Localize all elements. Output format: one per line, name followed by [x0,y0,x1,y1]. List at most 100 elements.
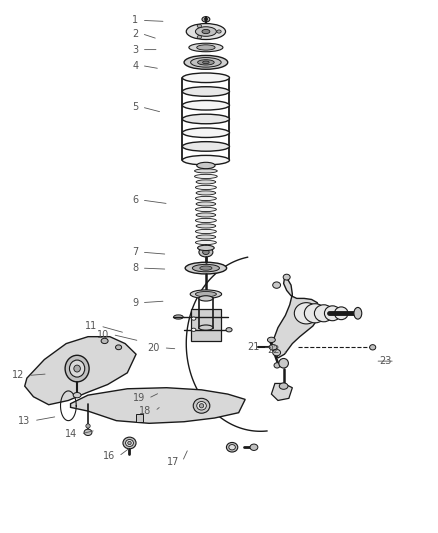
Ellipse shape [193,398,210,413]
Ellipse shape [182,128,230,138]
Ellipse shape [314,305,333,322]
Text: 7: 7 [132,247,138,257]
Ellipse shape [182,156,230,165]
Ellipse shape [184,55,228,69]
Ellipse shape [195,185,216,190]
Ellipse shape [123,437,136,449]
Ellipse shape [196,224,216,228]
Ellipse shape [195,196,216,200]
Polygon shape [71,387,245,423]
Ellipse shape [191,317,196,320]
Ellipse shape [279,383,288,389]
Ellipse shape [182,73,230,83]
Ellipse shape [128,441,131,445]
Ellipse shape [197,163,215,168]
Ellipse shape [191,328,196,332]
Ellipse shape [199,325,213,330]
Ellipse shape [101,338,108,344]
Ellipse shape [195,292,216,297]
Ellipse shape [73,392,81,398]
Ellipse shape [198,60,214,65]
Text: 19: 19 [133,393,145,403]
Ellipse shape [274,363,280,368]
Ellipse shape [199,247,213,257]
Ellipse shape [304,304,326,323]
Ellipse shape [196,213,216,217]
Ellipse shape [370,345,376,350]
Ellipse shape [197,401,206,410]
Text: 12: 12 [12,370,25,381]
Polygon shape [191,309,221,341]
Ellipse shape [195,207,216,212]
Ellipse shape [194,169,217,173]
Ellipse shape [189,43,223,52]
Text: 18: 18 [139,406,151,416]
Text: 9: 9 [132,297,138,308]
Ellipse shape [197,45,215,50]
Ellipse shape [354,308,362,319]
Ellipse shape [283,274,290,280]
Ellipse shape [199,296,213,301]
Ellipse shape [173,315,183,319]
Ellipse shape [182,142,230,151]
Ellipse shape [182,100,230,110]
Text: 4: 4 [132,61,138,70]
Text: 8: 8 [132,263,138,273]
Text: 2: 2 [132,29,138,39]
Ellipse shape [204,18,208,21]
Ellipse shape [335,307,348,320]
Ellipse shape [126,440,134,447]
Ellipse shape [185,262,226,274]
Ellipse shape [84,429,92,435]
Text: 17: 17 [166,457,179,466]
Ellipse shape [197,25,201,28]
Ellipse shape [182,87,230,96]
Ellipse shape [195,240,216,245]
Ellipse shape [196,191,216,195]
Ellipse shape [250,444,258,450]
Text: 1: 1 [132,15,138,26]
Ellipse shape [273,350,281,356]
Text: 6: 6 [132,195,138,205]
Ellipse shape [203,61,209,63]
Ellipse shape [116,345,122,350]
Text: 22: 22 [267,345,279,356]
Ellipse shape [325,306,341,321]
Ellipse shape [217,30,221,33]
Polygon shape [25,337,136,405]
Ellipse shape [192,264,219,272]
Ellipse shape [202,17,210,22]
Text: 20: 20 [148,343,160,353]
Ellipse shape [195,27,216,36]
Ellipse shape [226,328,232,332]
Text: 21: 21 [247,342,259,352]
Ellipse shape [190,290,222,298]
Ellipse shape [186,23,226,39]
Ellipse shape [268,337,276,343]
Text: 13: 13 [18,416,30,426]
Ellipse shape [196,235,216,239]
Ellipse shape [70,360,85,377]
Ellipse shape [198,245,214,251]
Ellipse shape [74,365,81,372]
Ellipse shape [199,403,204,408]
Ellipse shape [294,303,318,324]
Ellipse shape [196,180,216,184]
Text: 14: 14 [65,429,77,439]
Polygon shape [272,383,292,400]
Ellipse shape [229,445,235,450]
Ellipse shape [203,250,209,255]
Ellipse shape [182,114,230,124]
Ellipse shape [195,229,216,233]
Text: 23: 23 [379,356,392,366]
Ellipse shape [279,359,288,368]
Text: 10: 10 [97,329,109,340]
Ellipse shape [196,202,216,206]
Text: 16: 16 [103,451,115,461]
Ellipse shape [202,29,210,34]
Text: 5: 5 [132,102,138,112]
Ellipse shape [200,266,212,270]
Ellipse shape [86,424,90,428]
Ellipse shape [197,36,201,39]
Polygon shape [272,278,319,358]
